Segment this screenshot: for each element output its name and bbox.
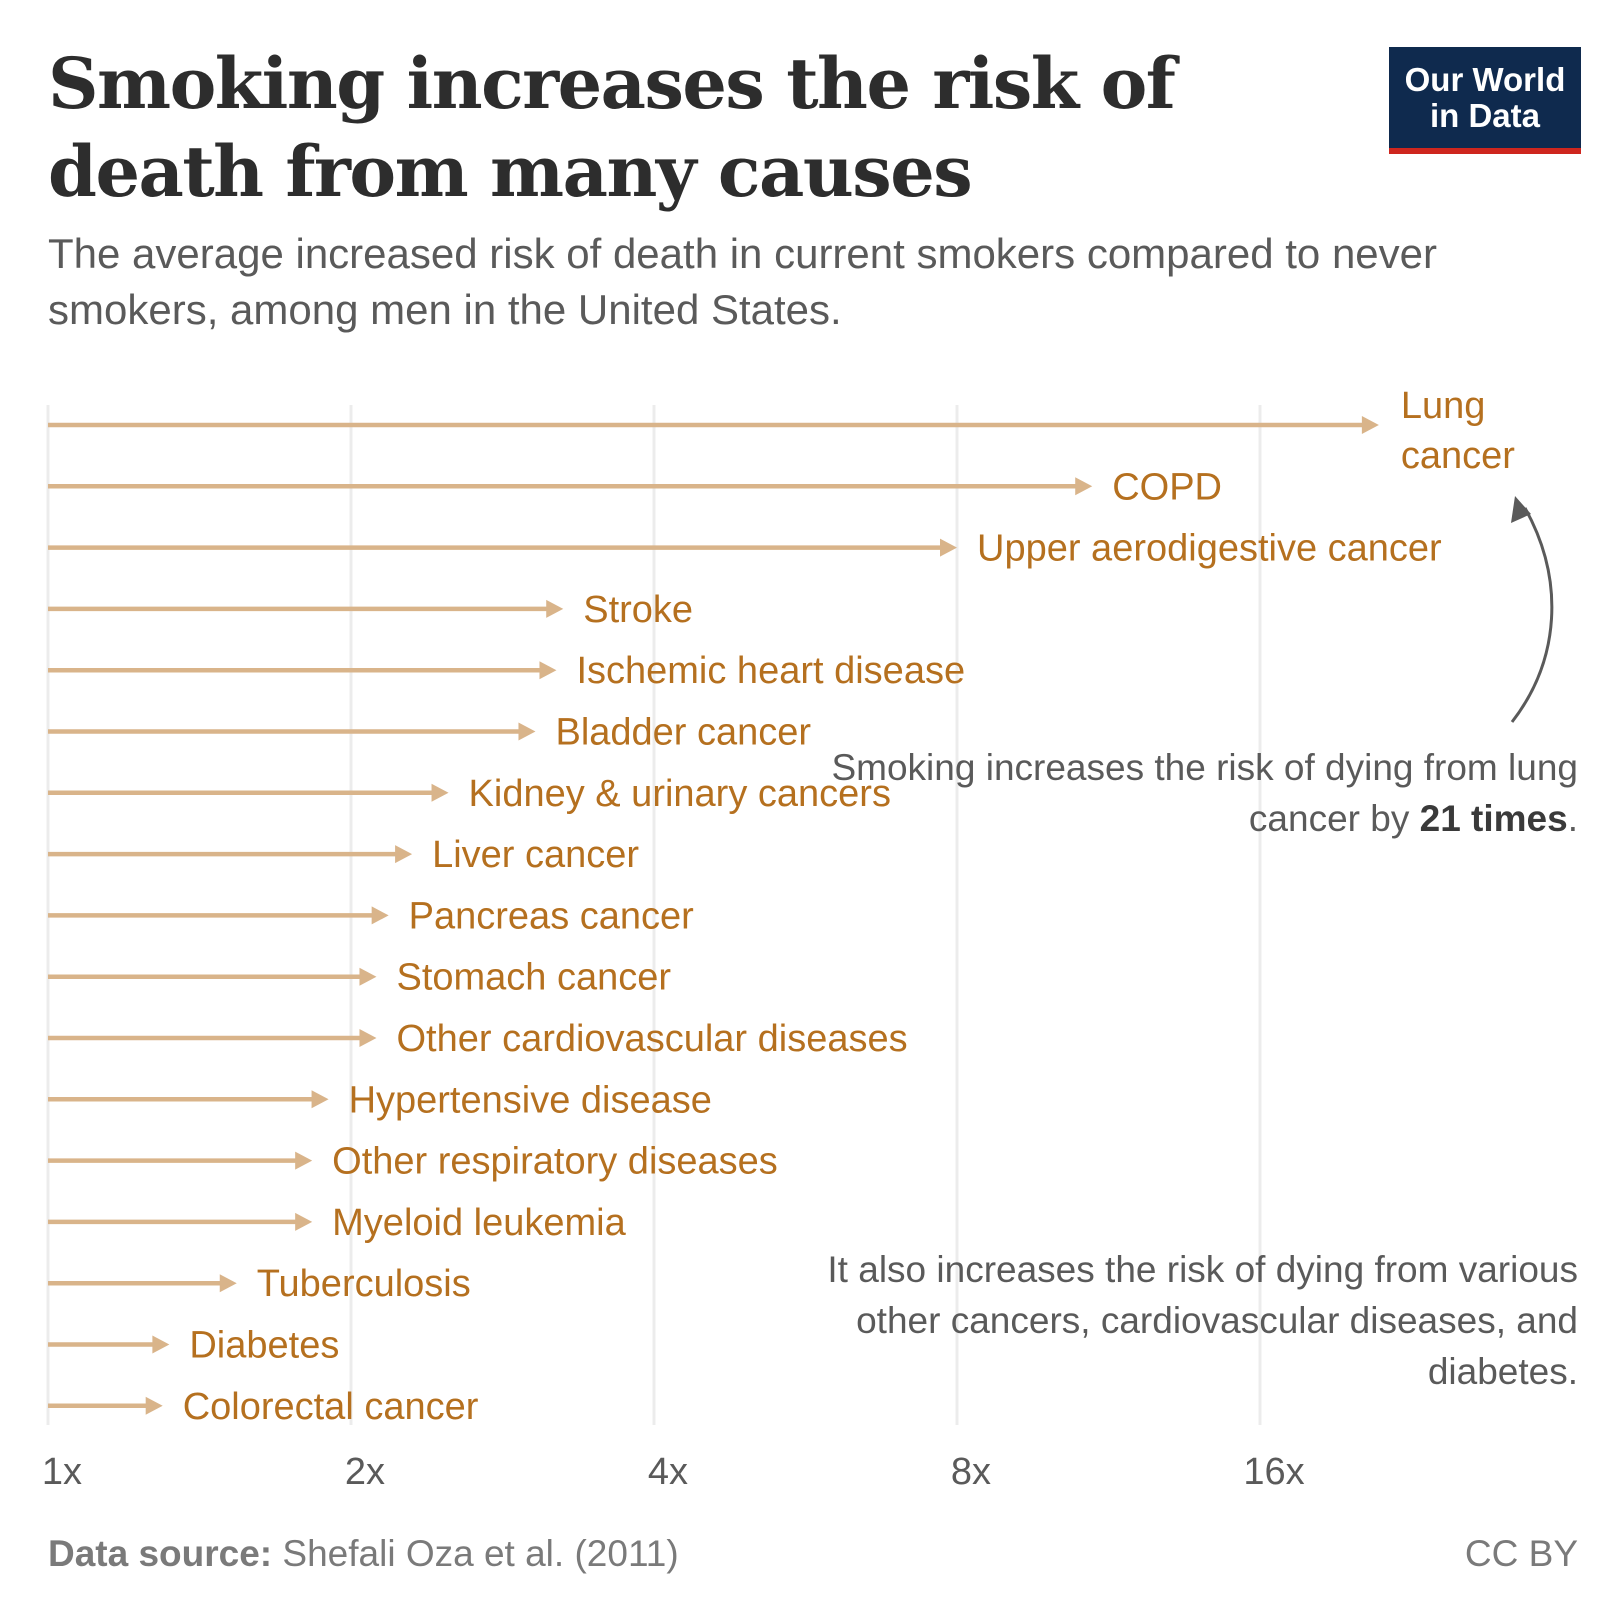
x-tick-label: 8x [951,1451,991,1493]
arrow-head [359,967,377,986]
category-label: Tuberculosis [257,1263,471,1305]
arrow-head [295,1212,313,1231]
data-source: Data source: Shefali Oza et al. (2011) [48,1533,679,1575]
category-label: Myeloid leukemia [332,1202,626,1244]
lung-note-end: . [1567,798,1578,839]
arrow-head [219,1274,237,1293]
x-tick-label: 2x [345,1451,385,1493]
x-tick-label: 1x [42,1451,82,1493]
category-label: COPD [1112,466,1222,508]
logo-line-2: in Data [1429,96,1541,134]
category-label: Colorectal cancer [183,1386,479,1428]
category-label: Other cardiovascular diseases [396,1018,907,1060]
lung-cancer-annotation: Smoking increases the risk of dying from… [818,742,1578,844]
category-label: Bladder cancer [555,712,811,754]
annotation-arrow [1510,507,1554,723]
lung-note-text: Smoking increases the risk of dying from… [831,747,1578,839]
category-label: Ischemic heart disease [576,650,965,692]
arrow-head [546,599,564,618]
other-causes-annotation: It also increases the risk of dying from… [827,1249,1578,1392]
category-label: Diabetes [189,1325,339,1367]
category-label: Upper aerodigestive cancer [977,528,1442,570]
arrow-head [145,1396,163,1415]
arrow-head [940,538,957,557]
arrow-head [359,1029,377,1047]
arrow-head [371,906,389,925]
arrow-head [295,1151,313,1170]
category-label: Hypertensive disease [349,1079,712,1121]
arrow-head [431,783,449,802]
arrow-head [152,1335,170,1354]
arrow-head [539,661,557,680]
category-label: Liver cancer [432,834,639,876]
arrow-head [518,722,536,741]
x-tick-label: 4x [648,1451,688,1493]
arrow-head [395,845,413,864]
logo-line-1: Our World [1404,60,1566,98]
annotation-arrow-head [1511,496,1531,523]
category-label: Lung cancer [1401,385,1515,477]
license[interactable]: CC BY [1464,1533,1578,1574]
arrow-head [1075,477,1093,496]
category-label: Kidney & urinary cancers [469,773,891,815]
source-text[interactable]: Shefali Oza et al. (2011) [272,1533,679,1574]
category-label: Stomach cancer [396,957,671,999]
owid-logo[interactable]: Our World in Data [1389,47,1581,154]
chart-title: Smoking increases the risk of death from… [48,42,1176,213]
arrow-head [311,1090,329,1109]
lung-note-bold: 21 times [1419,798,1568,839]
chart-subtitle: The average increased risk of death in c… [48,230,1438,333]
source-label: Data source: [48,1533,273,1574]
arrow-head [1361,416,1379,434]
category-label: Pancreas cancer [409,895,694,937]
category-label: Other respiratory diseases [332,1141,778,1183]
category-label: Stroke [583,589,693,631]
x-tick-label: 16x [1243,1451,1304,1493]
